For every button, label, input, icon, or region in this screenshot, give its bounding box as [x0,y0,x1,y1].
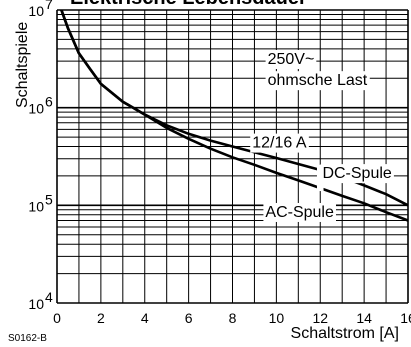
x-tick-label: 8 [229,310,237,326]
annotation-label: 250V~ [268,51,315,68]
annotation-label: AC-Spule [265,204,334,221]
x-tick-label: 16 [400,310,411,326]
y-tick-exponent: 7 [45,0,53,12]
x-tick-label: 12 [312,310,328,326]
annotations: 250V~ ohmsche Last 12/16 A DC-Spule AC-Spule [250,49,394,222]
y-tick-exponent: 6 [45,94,53,110]
x-tick-label: 2 [97,310,105,326]
x-tick-label: 14 [356,310,372,326]
annotation-background [265,49,317,69]
figure-code: S0162-B [8,333,47,344]
y-tick-exponent: 4 [45,289,53,305]
x-axis-label: Schaltstrom [A] [291,325,399,342]
series-gap [316,164,324,192]
x-tick-label: 4 [141,310,149,326]
annotation-label: DC-Spule [322,165,391,182]
annotation-label: ohmsche Last [268,72,368,89]
y-tick-label: 10 [28,3,44,19]
y-tick-label: 10 [28,101,44,117]
x-tick-label: 0 [53,310,61,326]
annotation-background [265,71,370,91]
y-tick-exponent: 5 [45,191,53,207]
x-tick-label: 6 [185,310,193,326]
y-tick-label: 10 [28,198,44,214]
tick-labels: 0246810121416104105106107 [28,0,411,326]
x-tick-label: 10 [269,310,285,326]
chart-title: Elektrische Lebensdauer [70,0,307,9]
y-axis-label: Schaltspiele [14,22,31,108]
annotation-background [263,202,336,222]
series-line [60,9,409,222]
series-group [60,9,409,222]
annotation-background [320,164,394,184]
annotation-label: 12/16 A [252,135,307,152]
annotation-background [250,133,309,153]
y-tick-label: 10 [28,296,44,312]
